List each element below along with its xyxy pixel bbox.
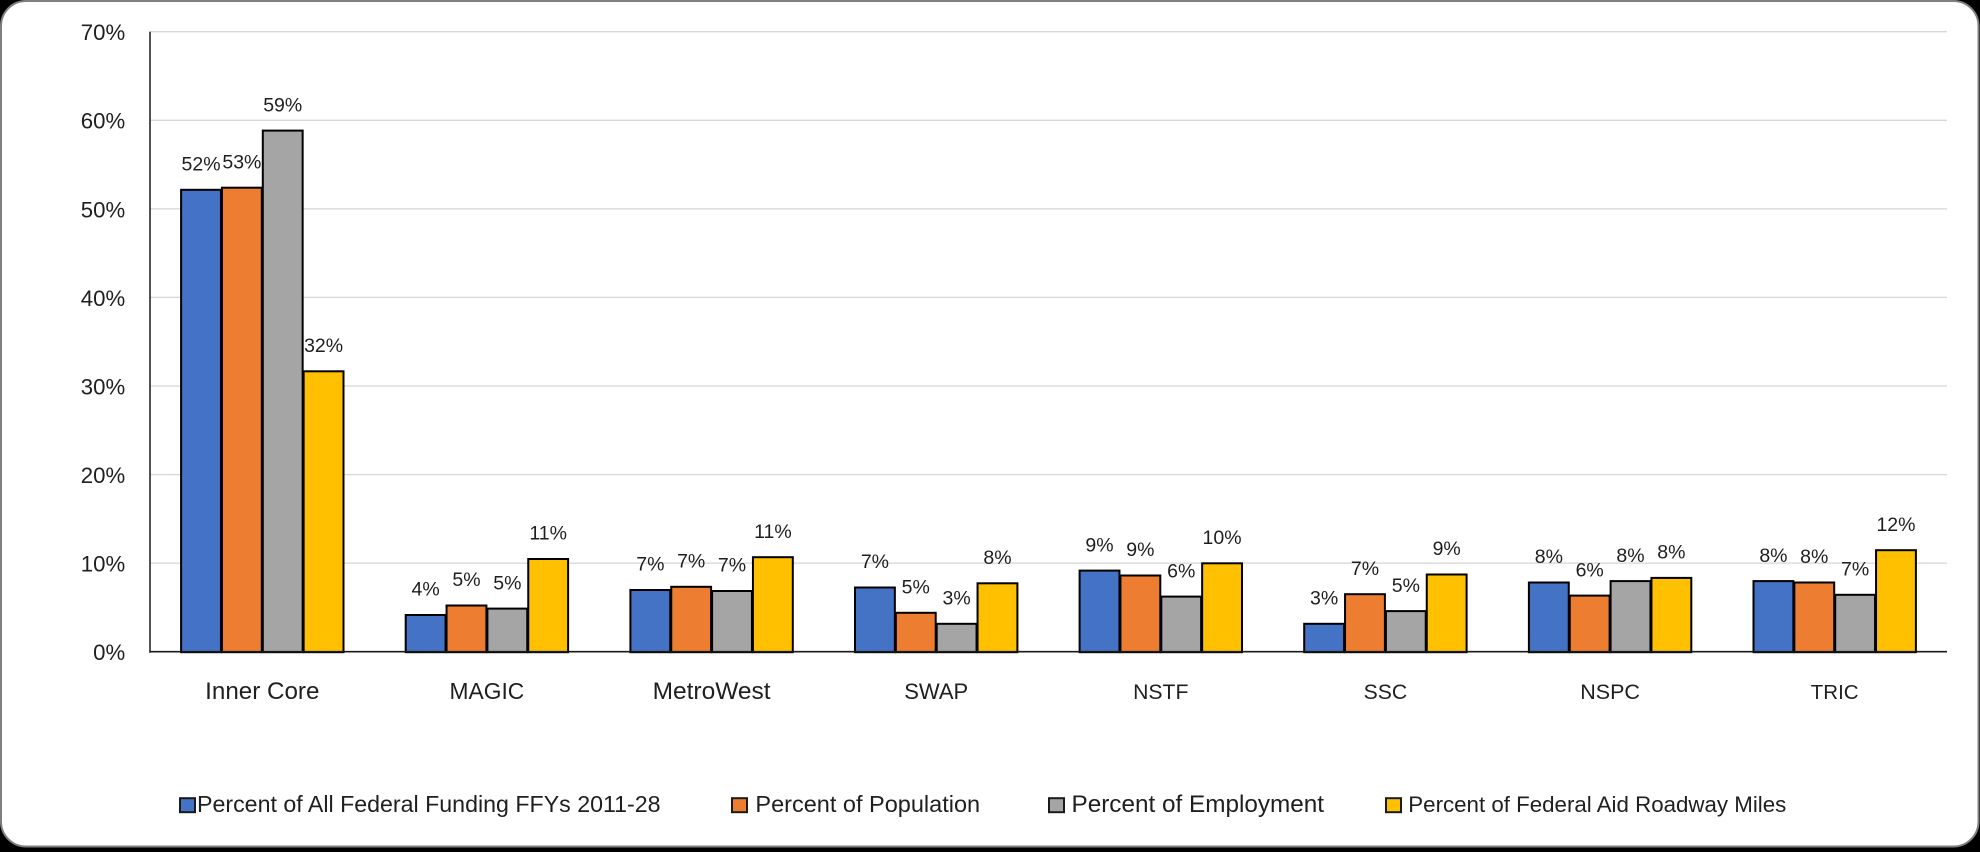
svg-text:TRIC: TRIC bbox=[1811, 681, 1859, 704]
svg-text:8%: 8% bbox=[1535, 546, 1563, 568]
svg-text:8%: 8% bbox=[983, 547, 1011, 569]
svg-text:53%: 53% bbox=[222, 151, 261, 173]
svg-text:SWAP: SWAP bbox=[904, 679, 968, 704]
svg-text:7%: 7% bbox=[1841, 559, 1869, 581]
svg-text:MAGIC: MAGIC bbox=[450, 678, 525, 704]
svg-text:10%: 10% bbox=[81, 552, 125, 577]
svg-text:MetroWest: MetroWest bbox=[653, 678, 771, 705]
svg-text:60%: 60% bbox=[81, 109, 125, 134]
svg-text:3%: 3% bbox=[943, 588, 971, 610]
svg-text:7%: 7% bbox=[1351, 558, 1379, 580]
svg-text:30%: 30% bbox=[81, 374, 125, 399]
svg-text:52%: 52% bbox=[182, 154, 221, 176]
svg-text:7%: 7% bbox=[636, 554, 664, 576]
svg-text:6%: 6% bbox=[1167, 560, 1195, 582]
svg-text:11%: 11% bbox=[754, 521, 792, 543]
svg-text:5%: 5% bbox=[452, 569, 480, 591]
svg-text:12%: 12% bbox=[1876, 514, 1915, 536]
svg-text:8%: 8% bbox=[1800, 546, 1828, 568]
svg-text:50%: 50% bbox=[81, 197, 125, 222]
svg-text:9%: 9% bbox=[1085, 534, 1113, 556]
svg-text:7%: 7% bbox=[677, 551, 705, 573]
svg-text:Percent of All Federal Funding: Percent of All Federal Funding FFYs 2011… bbox=[197, 791, 661, 817]
svg-text:5%: 5% bbox=[1392, 575, 1420, 597]
svg-text:6%: 6% bbox=[1576, 559, 1604, 581]
svg-text:3%: 3% bbox=[1310, 588, 1338, 610]
svg-text:4%: 4% bbox=[412, 579, 440, 601]
svg-text:59%: 59% bbox=[263, 94, 302, 116]
svg-text:0%: 0% bbox=[93, 640, 125, 665]
svg-text:Percent of Population: Percent of Population bbox=[755, 791, 980, 817]
svg-text:SSC: SSC bbox=[1364, 681, 1408, 704]
svg-text:NSTF: NSTF bbox=[1133, 681, 1188, 704]
svg-text:40%: 40% bbox=[81, 286, 125, 311]
svg-text:32%: 32% bbox=[304, 335, 343, 357]
svg-text:70%: 70% bbox=[81, 20, 125, 45]
svg-text:Inner Core: Inner Core bbox=[205, 678, 319, 705]
svg-text:7%: 7% bbox=[861, 551, 889, 573]
svg-text:Percent of Employment: Percent of Employment bbox=[1072, 791, 1325, 818]
svg-text:8%: 8% bbox=[1759, 545, 1787, 567]
svg-text:Percent of Federal Aid Roadway: Percent of Federal Aid Roadway Miles bbox=[1408, 792, 1786, 817]
svg-text:8%: 8% bbox=[1616, 545, 1644, 567]
svg-text:8%: 8% bbox=[1657, 542, 1685, 564]
svg-text:5%: 5% bbox=[493, 572, 521, 594]
svg-text:7%: 7% bbox=[718, 555, 746, 577]
svg-text:5%: 5% bbox=[902, 577, 930, 599]
svg-text:9%: 9% bbox=[1126, 539, 1154, 561]
svg-text:9%: 9% bbox=[1433, 538, 1461, 560]
svg-text:11%: 11% bbox=[529, 523, 567, 545]
svg-text:NSPC: NSPC bbox=[1580, 680, 1640, 704]
svg-text:20%: 20% bbox=[81, 463, 125, 488]
svg-text:10%: 10% bbox=[1203, 527, 1242, 549]
